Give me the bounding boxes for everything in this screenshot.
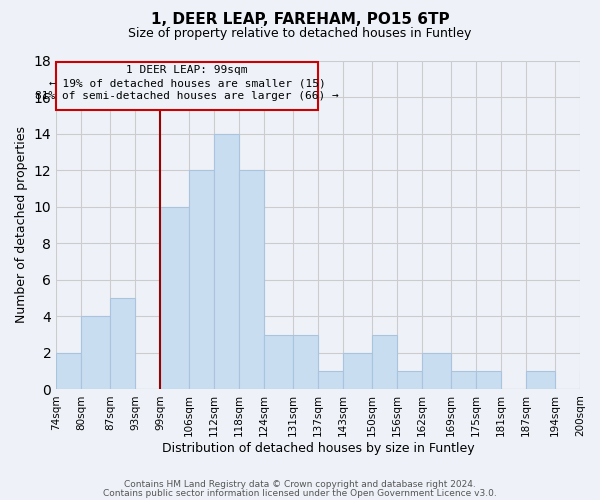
Bar	[318, 371, 343, 390]
Bar	[526, 371, 555, 390]
Text: Contains HM Land Registry data © Crown copyright and database right 2024.: Contains HM Land Registry data © Crown c…	[124, 480, 476, 489]
Bar	[343, 353, 372, 390]
Bar	[214, 134, 239, 390]
Bar	[81, 316, 110, 390]
X-axis label: Distribution of detached houses by size in Funtley: Distribution of detached houses by size …	[162, 442, 475, 455]
Text: Size of property relative to detached houses in Funtley: Size of property relative to detached ho…	[128, 28, 472, 40]
Bar	[451, 371, 476, 390]
Bar	[189, 170, 214, 390]
Bar	[110, 298, 135, 390]
Bar	[56, 353, 81, 390]
FancyBboxPatch shape	[56, 62, 318, 110]
Bar	[239, 170, 264, 390]
Bar	[293, 334, 318, 390]
Text: 1, DEER LEAP, FAREHAM, PO15 6TP: 1, DEER LEAP, FAREHAM, PO15 6TP	[151, 12, 449, 28]
Text: 1 DEER LEAP: 99sqm
← 19% of detached houses are smaller (15)
81% of semi-detache: 1 DEER LEAP: 99sqm ← 19% of detached hou…	[35, 65, 339, 102]
Text: Contains public sector information licensed under the Open Government Licence v3: Contains public sector information licen…	[103, 488, 497, 498]
Bar	[580, 371, 600, 390]
Y-axis label: Number of detached properties: Number of detached properties	[15, 126, 28, 324]
Bar	[397, 371, 422, 390]
Bar	[476, 371, 501, 390]
Bar	[160, 206, 189, 390]
Bar	[372, 334, 397, 390]
Bar	[264, 334, 293, 390]
Bar	[422, 353, 451, 390]
